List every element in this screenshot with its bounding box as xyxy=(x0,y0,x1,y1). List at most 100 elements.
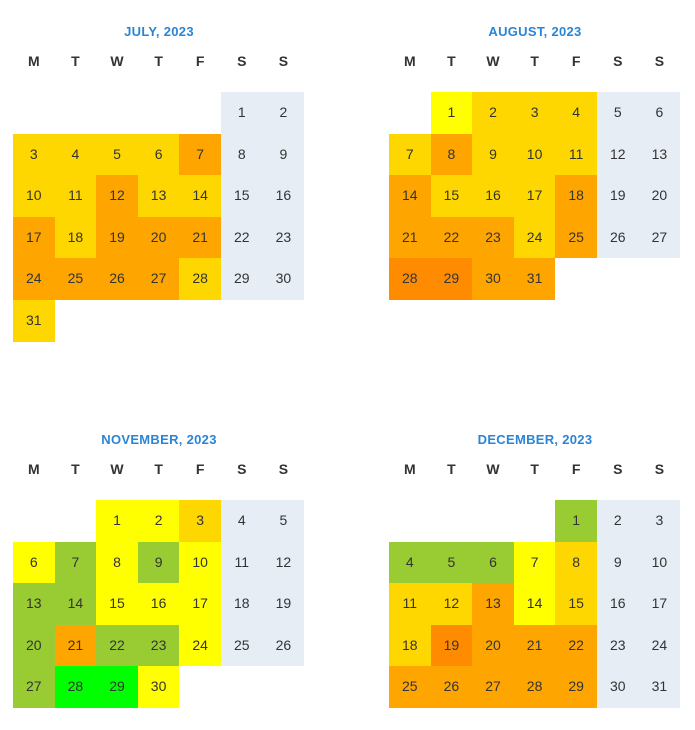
day-cell[interactable]: 14 xyxy=(389,175,431,217)
day-cell[interactable]: 11 xyxy=(221,541,263,584)
day-cell[interactable]: 15 xyxy=(221,175,263,217)
day-cell[interactable]: 17 xyxy=(13,216,55,259)
day-cell[interactable]: 12 xyxy=(430,583,473,625)
day-cell[interactable]: 20 xyxy=(137,216,180,259)
day-cell[interactable]: 4 xyxy=(555,92,597,134)
day-cell[interactable]: 2 xyxy=(472,92,514,134)
day-cell[interactable]: 9 xyxy=(597,541,639,584)
day-cell[interactable]: 25 xyxy=(54,258,97,300)
day-cell[interactable]: 3 xyxy=(13,133,55,176)
day-cell[interactable]: 21 xyxy=(179,216,221,259)
day-cell[interactable]: 27 xyxy=(638,216,681,259)
day-cell[interactable]: 13 xyxy=(472,583,514,625)
day-cell[interactable]: 24 xyxy=(513,216,556,259)
day-cell[interactable]: 16 xyxy=(137,583,180,625)
day-cell[interactable]: 29 xyxy=(555,666,597,708)
day-cell[interactable]: 19 xyxy=(262,583,305,625)
day-cell[interactable]: 1 xyxy=(555,500,597,542)
day-cell[interactable]: 28 xyxy=(513,666,556,708)
day-cell[interactable]: 12 xyxy=(597,133,639,176)
day-cell[interactable]: 13 xyxy=(137,175,180,217)
day-cell[interactable]: 9 xyxy=(262,133,305,176)
day-cell[interactable]: 26 xyxy=(262,624,305,667)
day-cell[interactable]: 19 xyxy=(96,216,138,259)
day-cell[interactable]: 8 xyxy=(430,133,473,176)
day-cell[interactable]: 20 xyxy=(638,175,681,217)
day-cell[interactable]: 10 xyxy=(513,133,556,176)
day-cell[interactable]: 28 xyxy=(179,258,221,300)
day-cell[interactable]: 1 xyxy=(221,92,263,134)
day-cell[interactable]: 5 xyxy=(430,541,473,584)
day-cell[interactable]: 3 xyxy=(179,500,221,542)
day-cell[interactable]: 7 xyxy=(389,133,431,176)
day-cell[interactable]: 21 xyxy=(389,216,431,259)
day-cell[interactable]: 28 xyxy=(54,666,97,708)
day-cell[interactable]: 26 xyxy=(597,216,639,259)
day-cell[interactable]: 4 xyxy=(389,541,431,584)
day-cell[interactable]: 2 xyxy=(137,500,180,542)
day-cell[interactable]: 4 xyxy=(54,133,97,176)
day-cell[interactable]: 7 xyxy=(54,541,97,584)
day-cell[interactable]: 18 xyxy=(555,175,597,217)
day-cell[interactable]: 9 xyxy=(137,541,180,584)
day-cell[interactable]: 19 xyxy=(597,175,639,217)
day-cell[interactable]: 17 xyxy=(179,583,221,625)
day-cell[interactable]: 16 xyxy=(597,583,639,625)
day-cell[interactable]: 3 xyxy=(513,92,556,134)
day-cell[interactable]: 22 xyxy=(96,624,138,667)
day-cell[interactable]: 1 xyxy=(96,500,138,542)
day-cell[interactable]: 31 xyxy=(13,300,55,342)
day-cell[interactable]: 22 xyxy=(221,216,263,259)
day-cell[interactable]: 12 xyxy=(262,541,305,584)
day-cell[interactable]: 24 xyxy=(638,624,681,667)
day-cell[interactable]: 21 xyxy=(513,624,556,667)
day-cell[interactable]: 13 xyxy=(13,583,55,625)
day-cell[interactable]: 14 xyxy=(54,583,97,625)
day-cell[interactable]: 10 xyxy=(179,541,221,584)
day-cell[interactable]: 30 xyxy=(262,258,305,300)
day-cell[interactable]: 24 xyxy=(13,258,55,300)
day-cell[interactable]: 25 xyxy=(555,216,597,259)
day-cell[interactable]: 2 xyxy=(597,500,639,542)
day-cell[interactable]: 30 xyxy=(137,666,180,708)
day-cell[interactable]: 22 xyxy=(430,216,473,259)
day-cell[interactable]: 1 xyxy=(430,92,473,134)
day-cell[interactable]: 13 xyxy=(638,133,681,176)
day-cell[interactable]: 25 xyxy=(389,666,431,708)
day-cell[interactable]: 15 xyxy=(96,583,138,625)
day-cell[interactable]: 8 xyxy=(221,133,263,176)
day-cell[interactable]: 16 xyxy=(472,175,514,217)
day-cell[interactable]: 20 xyxy=(13,624,55,667)
day-cell[interactable]: 16 xyxy=(262,175,305,217)
day-cell[interactable]: 8 xyxy=(555,541,597,584)
day-cell[interactable]: 15 xyxy=(430,175,473,217)
day-cell[interactable]: 23 xyxy=(597,624,639,667)
day-cell[interactable]: 14 xyxy=(179,175,221,217)
day-cell[interactable]: 27 xyxy=(472,666,514,708)
day-cell[interactable]: 24 xyxy=(179,624,221,667)
day-cell[interactable]: 8 xyxy=(96,541,138,584)
day-cell[interactable]: 27 xyxy=(137,258,180,300)
day-cell[interactable]: 17 xyxy=(638,583,681,625)
day-cell[interactable]: 10 xyxy=(13,175,55,217)
day-cell[interactable]: 10 xyxy=(638,541,681,584)
day-cell[interactable]: 4 xyxy=(221,500,263,542)
day-cell[interactable]: 31 xyxy=(638,666,681,708)
day-cell[interactable]: 18 xyxy=(54,216,97,259)
day-cell[interactable]: 27 xyxy=(13,666,55,708)
day-cell[interactable]: 19 xyxy=(430,624,473,667)
day-cell[interactable]: 25 xyxy=(221,624,263,667)
day-cell[interactable]: 17 xyxy=(513,175,556,217)
day-cell[interactable]: 23 xyxy=(472,216,514,259)
day-cell[interactable]: 2 xyxy=(262,92,305,134)
day-cell[interactable]: 5 xyxy=(96,133,138,176)
day-cell[interactable]: 6 xyxy=(137,133,180,176)
day-cell[interactable]: 18 xyxy=(389,624,431,667)
day-cell[interactable]: 6 xyxy=(472,541,514,584)
day-cell[interactable]: 5 xyxy=(597,92,639,134)
day-cell[interactable]: 7 xyxy=(513,541,556,584)
day-cell[interactable]: 31 xyxy=(513,258,556,300)
day-cell[interactable]: 5 xyxy=(262,500,305,542)
day-cell[interactable]: 11 xyxy=(54,175,97,217)
day-cell[interactable]: 3 xyxy=(638,500,681,542)
